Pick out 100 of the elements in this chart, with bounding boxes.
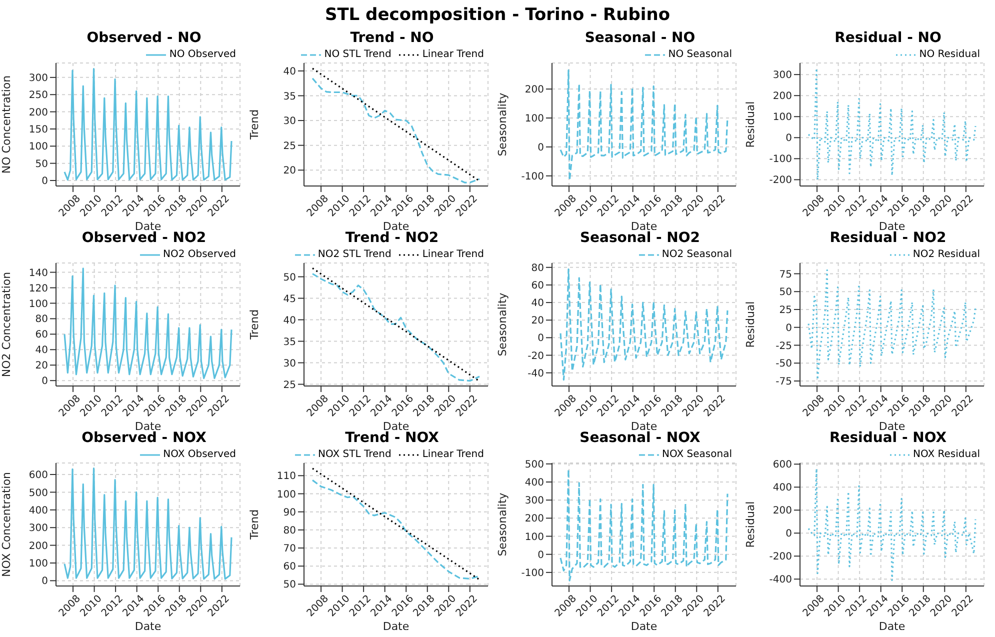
legend-label: NO2 Observed [162, 249, 236, 261]
chart-title: Trend - NO [350, 30, 434, 46]
line-series [808, 67, 976, 180]
y-axis-title: Residual [744, 501, 757, 548]
y-axis-title: Trend [248, 509, 261, 541]
y-tick-label: 80 [531, 262, 544, 274]
legend-label: NOX Observed [163, 449, 236, 461]
legend-label: NO Observed [169, 49, 236, 61]
y-tick-label: 140 [28, 268, 48, 279]
y-tick-label: 150 [28, 124, 48, 136]
y-tick-label: 70 [283, 544, 296, 555]
chart-title: Observed - NO [86, 30, 202, 46]
y-tick-label: -40 [528, 368, 544, 380]
legend-label: NO STL Trend [324, 49, 392, 61]
x-axis-title: Date [382, 620, 410, 633]
y-tick-label: 80 [283, 525, 296, 536]
y-axis-title: NO2 Concentration [0, 272, 13, 378]
y-tick-label: 100 [524, 114, 544, 125]
y-tick-label: 0 [786, 528, 792, 540]
chart-title: Observed - NO2 [82, 230, 206, 246]
y-tick-label: 40 [35, 345, 48, 356]
y-tick-label: 25 [283, 380, 296, 391]
y-axis-title: Trend [248, 109, 261, 141]
line-series [560, 468, 728, 582]
y-tick-label: 60 [283, 562, 296, 573]
y-tick-label: 250 [28, 90, 48, 102]
y-tick-label: -100 [521, 568, 544, 579]
chart-title: Trend - NO2 [345, 230, 439, 246]
y-tick-label: -200 [769, 175, 792, 186]
y-tick-label: 120 [28, 283, 48, 294]
y-tick-label: 90 [283, 507, 296, 518]
y-tick-label: 0 [786, 322, 792, 334]
chart-title: Residual - NO [834, 30, 942, 46]
y-tick-label: -20 [528, 350, 544, 362]
y-tick-label: 0 [538, 333, 544, 344]
y-tick-label: 50 [283, 580, 296, 591]
y-tick-label: 500 [524, 459, 544, 470]
line-series [808, 468, 976, 582]
y-tick-label: 35 [283, 91, 296, 102]
y-tick-label: 30 [283, 358, 296, 370]
chart-title: Observed - NOX [82, 430, 206, 446]
y-tick-label: 110 [276, 471, 296, 482]
y-tick-label: 100 [28, 298, 48, 310]
y-tick-label: 25 [779, 305, 792, 316]
y-tick-label: 25 [283, 140, 296, 152]
legend-label: NOX STL Trend [318, 449, 392, 461]
line-series [560, 69, 728, 182]
line-series [64, 268, 232, 380]
y-axis-title: Seasonality [496, 492, 509, 556]
legend-label: NO Seasonal [668, 49, 732, 61]
y-tick-label: 200 [524, 514, 544, 525]
y-tick-label: 20 [531, 316, 544, 327]
y-tick-label: 50 [35, 158, 48, 170]
y-tick-label: 100 [524, 532, 544, 543]
y-tick-label: 0 [42, 576, 48, 588]
y-tick-label: 300 [772, 70, 792, 82]
y-tick-label: 50 [779, 287, 792, 298]
y-tick-label: 40 [283, 315, 296, 326]
y-tick-label: 200 [28, 540, 48, 552]
y-tick-label: 0 [786, 133, 792, 144]
y-tick-label: 0 [538, 550, 544, 561]
x-axis-title: Date [630, 620, 658, 633]
y-tick-label: 300 [28, 523, 48, 534]
y-tick-label: 500 [28, 488, 48, 499]
line-series [808, 269, 976, 380]
y-tick-label: 300 [28, 72, 48, 84]
y-tick-label: 0 [42, 176, 48, 188]
y-tick-label: 200 [28, 107, 48, 118]
legend-label: Linear Trend [422, 449, 484, 461]
legend-label: NO2 Residual [912, 249, 980, 261]
text: STL decomposition - Torino - Rubino [324, 5, 670, 25]
legend-label: Linear Trend [422, 49, 484, 61]
y-tick-label: -400 [769, 574, 792, 586]
legend-label: NO2 Seasonal [662, 249, 732, 261]
y-tick-label: 40 [283, 66, 296, 78]
line-series [64, 68, 232, 181]
y-tick-label: 50 [283, 272, 296, 284]
chart-title: Residual - NO2 [830, 230, 946, 246]
y-tick-label: 0 [538, 142, 544, 154]
y-tick-label: 75 [779, 269, 792, 280]
y-tick-label: 20 [35, 360, 48, 372]
y-tick-label: 200 [524, 84, 544, 96]
y-tick-label: 0 [42, 376, 48, 388]
y-axis-title: Residual [744, 101, 757, 148]
chart-title: Trend - NOX [345, 430, 439, 446]
chart-title: Residual - NOX [829, 430, 947, 446]
y-tick-label: 40 [531, 298, 544, 310]
chart-title: Seasonal - NO2 [580, 230, 700, 246]
y-tick-label: 200 [772, 506, 792, 517]
y-axis-title: Seasonality [496, 292, 509, 356]
y-tick-label: 600 [28, 470, 48, 482]
y-tick-label: 100 [276, 489, 296, 500]
y-tick-label: 45 [283, 294, 296, 305]
y-tick-label: 30 [283, 116, 296, 128]
y-axis-title: Seasonality [496, 92, 509, 156]
legend-label: Linear Trend [422, 249, 484, 261]
legend-label: NOX Residual [913, 449, 980, 461]
legend-label: NO Residual [919, 49, 980, 61]
line-series [64, 468, 232, 580]
y-tick-label: 80 [35, 314, 48, 326]
